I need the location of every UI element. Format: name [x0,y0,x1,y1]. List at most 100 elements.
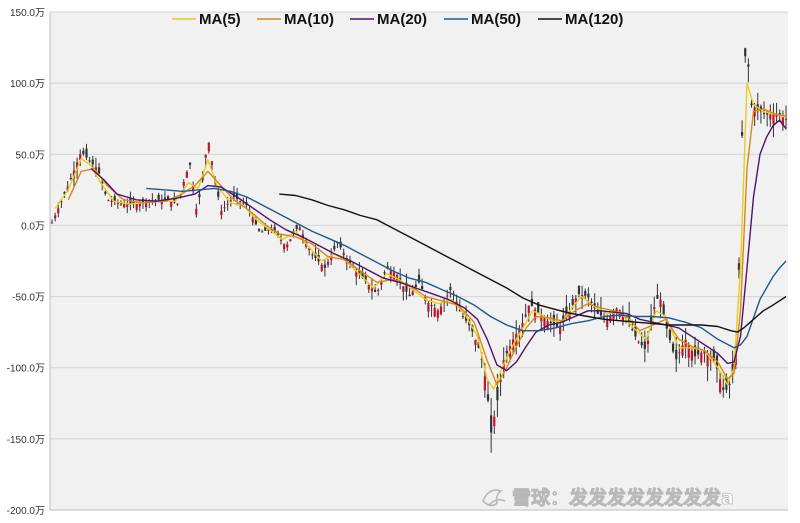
candle-body [693,345,697,357]
candle-body [373,289,377,292]
candle-body [681,345,684,356]
candle-body [66,186,69,191]
candle-body [364,275,367,282]
candle-body [50,222,54,224]
candle-body [145,200,148,208]
candle-body [411,291,414,295]
candle-body [493,416,496,427]
candle-body [646,340,650,345]
candle-body [615,308,618,312]
candle-body [728,383,731,385]
candle-body [295,225,298,229]
candle-body [452,293,455,295]
candle-body [188,162,192,165]
candle-body [577,285,581,294]
candle-body [766,112,769,115]
candle-body [113,196,116,202]
y-axis: 150.0万 100.0万 50.0万 0.0万 -50.0万 -100.0万 -150.0… [7,8,788,517]
candle-body [609,315,612,322]
candle-body [101,182,104,184]
legend-label: MA(50) [471,11,521,28]
candle-body [653,307,656,310]
candle-body [204,154,207,158]
series-line-ma5 [54,82,787,390]
series-line-ma20 [90,119,787,372]
candle-body [79,154,82,160]
candle-body [402,286,405,292]
candle-body [427,302,430,312]
candle-body [207,142,210,152]
candle-body [370,288,374,292]
candle-body [552,314,555,326]
candle-body [154,199,157,201]
candle-body [722,387,725,390]
candle-body [60,201,63,203]
candle-body [477,342,480,348]
candle-body [719,379,722,393]
candle-body [417,274,421,283]
candle-body [549,321,552,324]
candle-body [311,254,314,256]
candle-body [784,118,788,120]
candle-body [527,305,530,313]
candle-body [176,203,179,205]
candle-body [480,359,483,361]
candle-body [505,350,508,354]
candle-body [737,263,741,270]
candle-body [772,114,775,125]
candle-body [254,219,257,225]
candle-body [217,191,220,197]
candle-body [179,195,182,197]
candle-body [389,270,392,279]
candle-body [91,159,94,165]
candle-body [110,200,113,203]
candle-body [235,192,239,200]
candle-body [63,191,66,194]
candle-body [678,352,681,354]
candle-body [339,241,342,248]
candle-body [747,64,750,67]
candle-body [333,245,336,250]
candle-body [170,201,173,207]
candle-body [421,285,424,290]
legend-label: MA(20) [377,11,427,28]
candle-body [690,350,693,361]
candle-body [684,339,687,349]
candle-body [555,323,559,327]
candle-body [662,304,665,315]
candle-body [163,197,167,200]
candle-body [279,239,283,241]
candle-body [273,226,276,231]
candle-body [75,162,79,170]
candle-body [602,317,606,319]
candle-body [166,196,170,201]
candle-body [69,177,72,179]
candle-body [499,379,502,383]
candle-body [712,349,715,360]
candle-body [675,349,678,360]
candle-body [606,319,609,327]
candle-body [126,204,129,207]
candle-body [251,217,254,223]
candle-body [210,161,214,165]
candle-body [740,131,744,136]
candle-body [182,181,185,186]
y-tick-label: -150.0万 [7,435,45,446]
candle-body [380,281,383,285]
candle-body [358,270,361,275]
candle-body [229,200,232,202]
watermark: 雪球：发发发发发发发发a [482,486,734,509]
candle-body [195,208,198,215]
candle-body [640,341,643,346]
plot-area [50,12,788,510]
candle-body [192,185,195,192]
candle-body [490,415,493,433]
candle-body [88,160,91,162]
candle-body [185,171,188,178]
candle-body [537,302,540,313]
candle-body [355,271,358,277]
candle-body [242,202,245,204]
candle-body [731,364,734,372]
candle-body [408,294,411,297]
snowball-logo-icon [482,489,506,507]
